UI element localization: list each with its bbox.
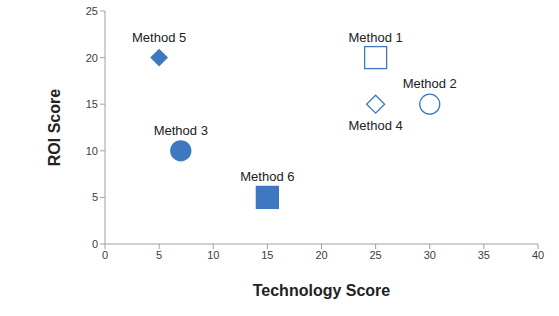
svg-text:25: 25 <box>370 249 382 261</box>
svg-text:5: 5 <box>156 249 162 261</box>
svg-text:Technology Score: Technology Score <box>253 282 391 299</box>
svg-text:5: 5 <box>92 191 98 203</box>
svg-text:40: 40 <box>532 249 544 261</box>
svg-text:ROI Score: ROI Score <box>46 89 63 166</box>
svg-text:Method 6: Method 6 <box>240 169 294 184</box>
svg-text:Method 3: Method 3 <box>154 123 208 138</box>
svg-text:15: 15 <box>86 98 98 110</box>
svg-text:25: 25 <box>86 5 98 17</box>
svg-text:35: 35 <box>478 249 490 261</box>
svg-text:0: 0 <box>102 249 108 261</box>
svg-text:10: 10 <box>86 145 98 157</box>
svg-text:10: 10 <box>207 249 219 261</box>
svg-text:Method 4: Method 4 <box>349 118 403 133</box>
svg-text:20: 20 <box>86 52 98 64</box>
svg-text:Method 2: Method 2 <box>403 76 457 91</box>
svg-text:Method 5: Method 5 <box>132 30 186 45</box>
svg-text:30: 30 <box>424 249 436 261</box>
svg-text:15: 15 <box>261 249 273 261</box>
svg-text:0: 0 <box>92 238 98 250</box>
svg-text:Method 1: Method 1 <box>349 30 403 45</box>
svg-text:20: 20 <box>315 249 327 261</box>
